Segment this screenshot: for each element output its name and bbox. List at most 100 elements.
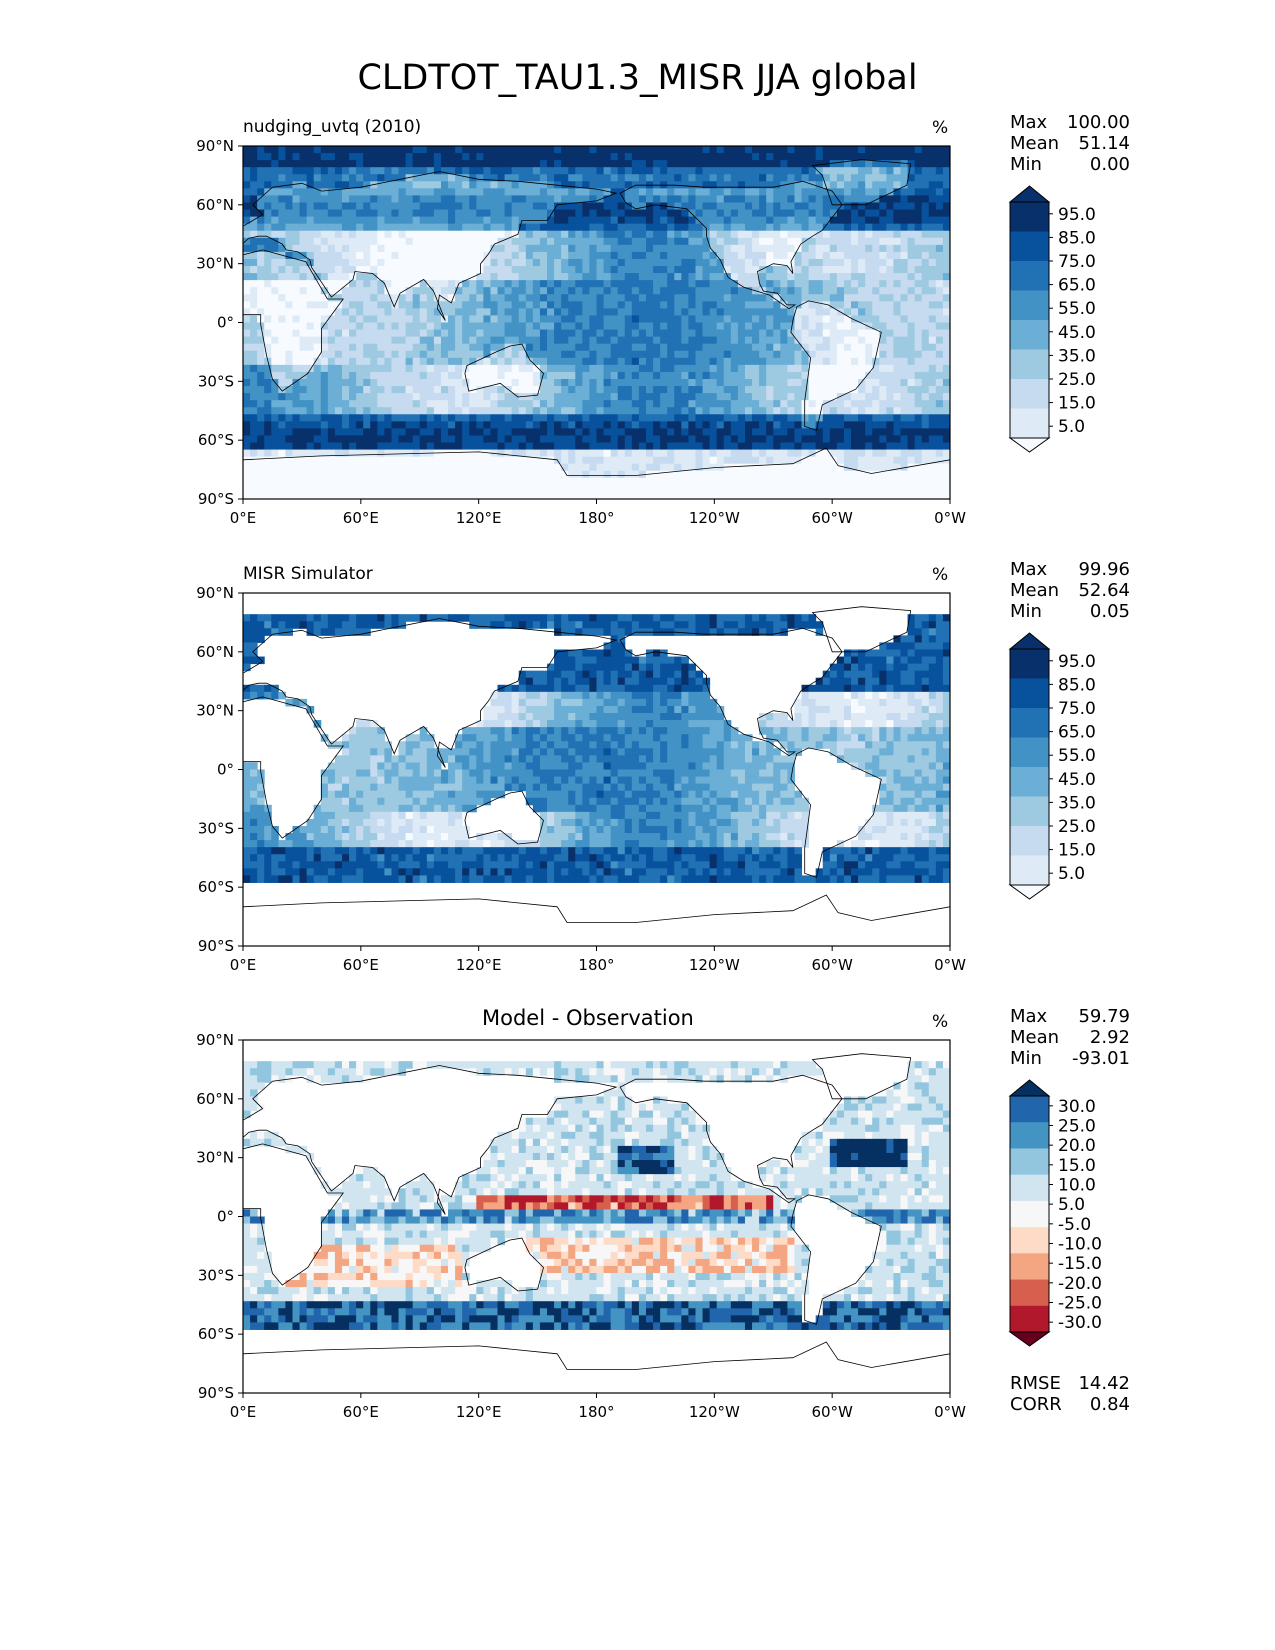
colorbar-tick-label: 75.0 bbox=[1058, 699, 1096, 719]
y-tick-label: 30°N bbox=[196, 1149, 234, 1167]
colorbar-tick-label: 35.0 bbox=[1058, 346, 1096, 366]
colorbar-segment bbox=[1010, 649, 1049, 679]
colorbar-segment bbox=[1010, 796, 1049, 827]
colorbar-tick-label: 25.0 bbox=[1058, 1117, 1096, 1137]
y-tick-label: 0° bbox=[217, 314, 234, 332]
colorbar-tick-label: -5.0 bbox=[1058, 1215, 1091, 1235]
coastline-antarctica bbox=[243, 447, 950, 499]
colorbar-segment bbox=[1010, 349, 1049, 380]
colorbar-frame bbox=[1009, 201, 1050, 439]
colorbar-tick-label: 85.0 bbox=[1058, 228, 1096, 248]
coastline-s_america bbox=[790, 300, 882, 431]
colorbar-panel-2: 95.0 85.0 75.0 65.0 55.0 45.0 35.0 25.0 15.0 5.0 bbox=[1008, 632, 1096, 900]
colorbar-segment bbox=[1010, 678, 1049, 709]
panel-3-max-value: 59.79 bbox=[1078, 1006, 1130, 1027]
colorbar-tick-label: 95.0 bbox=[1058, 205, 1096, 225]
coastline-s_america bbox=[790, 747, 882, 878]
colorbar-tick-label: 45.0 bbox=[1058, 323, 1096, 343]
y-tick-label: 60°N bbox=[196, 643, 234, 661]
coastline-greenland bbox=[811, 159, 912, 206]
coastline-australia bbox=[464, 790, 544, 845]
colorbar-tick-label: -30.0 bbox=[1058, 1313, 1102, 1333]
colorbar-tick-label: 35.0 bbox=[1058, 793, 1096, 813]
coastline-australia bbox=[464, 1237, 544, 1292]
colorbar-extend-top bbox=[1008, 1079, 1051, 1097]
x-tick-label: 60°E bbox=[343, 509, 379, 527]
colorbar-extend-top bbox=[1008, 632, 1051, 650]
panel-2-max-value: 99.96 bbox=[1078, 559, 1130, 580]
colorbar-tick-label: -10.0 bbox=[1058, 1235, 1102, 1255]
colorbar-tick-label: 5.0 bbox=[1058, 864, 1085, 884]
colorbar-segment bbox=[1010, 202, 1049, 232]
y-tick-label: 90°N bbox=[196, 584, 234, 602]
panel-3-min-label: Min bbox=[1010, 1048, 1042, 1069]
colorbar-tick-label: 75.0 bbox=[1058, 252, 1096, 272]
panel-2-mean-value: 52.64 bbox=[1078, 580, 1130, 601]
colorbar-segment bbox=[1010, 737, 1049, 768]
coastline-n_america bbox=[619, 180, 843, 310]
colorbar-segment bbox=[1010, 320, 1049, 350]
colorbar-tick-label: 95.0 bbox=[1058, 652, 1096, 672]
colorbar-tick-label: 25.0 bbox=[1058, 370, 1096, 390]
colorbar-segment bbox=[1010, 1122, 1049, 1149]
corr-value: 0.84 bbox=[1089, 1394, 1130, 1415]
y-tick-label: 90°N bbox=[196, 1031, 234, 1049]
y-tick-label: 0° bbox=[217, 761, 234, 779]
x-tick-label: 120°E bbox=[456, 509, 502, 527]
x-tick-label: 120°W bbox=[689, 509, 740, 527]
colorbar-tick-label: 65.0 bbox=[1058, 723, 1096, 743]
colorbar-tick-label: 55.0 bbox=[1058, 299, 1096, 319]
colorbar-tick-label: 15.0 bbox=[1058, 841, 1096, 861]
panel-2-title: MISR Simulator bbox=[243, 564, 373, 584]
colorbar-segment bbox=[1010, 1096, 1049, 1123]
colorbar-segment bbox=[1010, 767, 1049, 797]
y-tick-label: 60°S bbox=[198, 878, 234, 896]
rmse-label: RMSE bbox=[1010, 1373, 1061, 1394]
y-tick-label: 60°N bbox=[196, 1090, 234, 1108]
coastline-greenland bbox=[811, 606, 912, 653]
coastline-australia bbox=[464, 343, 544, 398]
colorbar-segment bbox=[1010, 1227, 1049, 1254]
x-tick-label: 0°E bbox=[230, 509, 257, 527]
x-tick-label: 0°E bbox=[230, 956, 257, 974]
coastlines bbox=[243, 606, 950, 946]
y-tick-label: 30°S bbox=[198, 819, 234, 837]
colorbar-segment bbox=[1010, 290, 1049, 321]
colorbar-tick-label: 10.0 bbox=[1058, 1176, 1096, 1196]
x-tick-label: 0°W bbox=[934, 956, 966, 974]
colorbar-panel-1: 95.0 85.0 75.0 65.0 55.0 45.0 35.0 25.0 15.0 5.0 bbox=[1008, 185, 1096, 453]
colorbar-tick-label: 15.0 bbox=[1058, 1156, 1096, 1176]
colorbar-segment bbox=[1010, 855, 1049, 886]
corr-label: CORR bbox=[1010, 1394, 1062, 1415]
panel-1-unit: % bbox=[932, 118, 949, 138]
x-tick-label: 60°W bbox=[811, 956, 853, 974]
colorbar-tick-label: 25.0 bbox=[1058, 817, 1096, 837]
x-tick-label: 120°E bbox=[456, 956, 502, 974]
colorbar-segment bbox=[1010, 1174, 1049, 1202]
x-tick-label: 180° bbox=[578, 509, 614, 527]
colorbar-tick-label: 55.0 bbox=[1058, 746, 1096, 766]
panel-3-mean-value: 2.92 bbox=[1089, 1027, 1130, 1048]
colorbar-tick-label: 15.0 bbox=[1058, 394, 1096, 414]
coastline-antarctica bbox=[243, 1341, 950, 1393]
panel-1-min-label: Min bbox=[1010, 154, 1042, 175]
x-tick-label: 60°W bbox=[811, 509, 853, 527]
map-panel-2: 0°E 60°E 120°E 180° 120°W 60°W 0°W 90°N 60°N 30°N… bbox=[196, 584, 966, 974]
contour-field bbox=[243, 614, 950, 883]
x-tick-label: 120°E bbox=[456, 1403, 502, 1421]
panel-2-min-value: 0.05 bbox=[1089, 601, 1130, 622]
coastline-africa bbox=[243, 249, 344, 392]
y-tick-label: 30°S bbox=[198, 372, 234, 390]
coastline-eurasia bbox=[243, 618, 618, 768]
y-tick-label: 90°S bbox=[198, 1384, 234, 1402]
x-tick-label: 0°W bbox=[934, 509, 966, 527]
coastline-eurasia bbox=[243, 171, 618, 321]
colorbar-segment bbox=[1010, 1148, 1049, 1176]
y-tick-label: 90°S bbox=[198, 937, 234, 955]
colorbar-segment bbox=[1010, 826, 1049, 856]
coastline-antarctica bbox=[243, 894, 950, 946]
panel-1-title: nudging_uvtq (2010) bbox=[243, 117, 422, 137]
map-panel-1: 0°E 60°E 120°E 180° 120°W 60°W 0°W 90°N 60°N 30°N… bbox=[196, 137, 966, 527]
panel-2-mean-label: Mean bbox=[1010, 580, 1060, 601]
